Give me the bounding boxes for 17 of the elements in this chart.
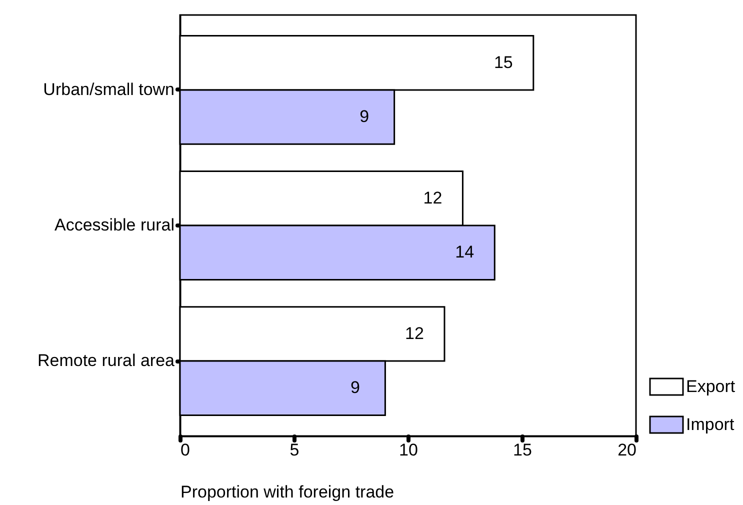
y-tick-label: Remote rural area (37, 351, 176, 370)
y-tick-label: Urban/small town (43, 80, 174, 99)
x-tick-label: 0 (180, 440, 190, 460)
data-label: 12 (423, 188, 442, 208)
legend-label: Export (686, 376, 736, 396)
legend-label: Import (686, 414, 734, 434)
x-tick-label: 5 (290, 440, 300, 460)
data-label: 15 (494, 52, 513, 72)
y-tick-label: Accessible rural (54, 216, 174, 234)
data-label: 9 (360, 107, 370, 126)
x-tick-label: 15 (513, 440, 532, 460)
data-label: 9 (350, 378, 360, 398)
x-tick-label: 20 (618, 440, 636, 460)
x-axis-title: Proportion with foreign trade (180, 482, 394, 502)
data-label: 12 (405, 324, 424, 343)
data-label: 14 (455, 242, 474, 262)
x-tick-label: 10 (399, 440, 418, 460)
